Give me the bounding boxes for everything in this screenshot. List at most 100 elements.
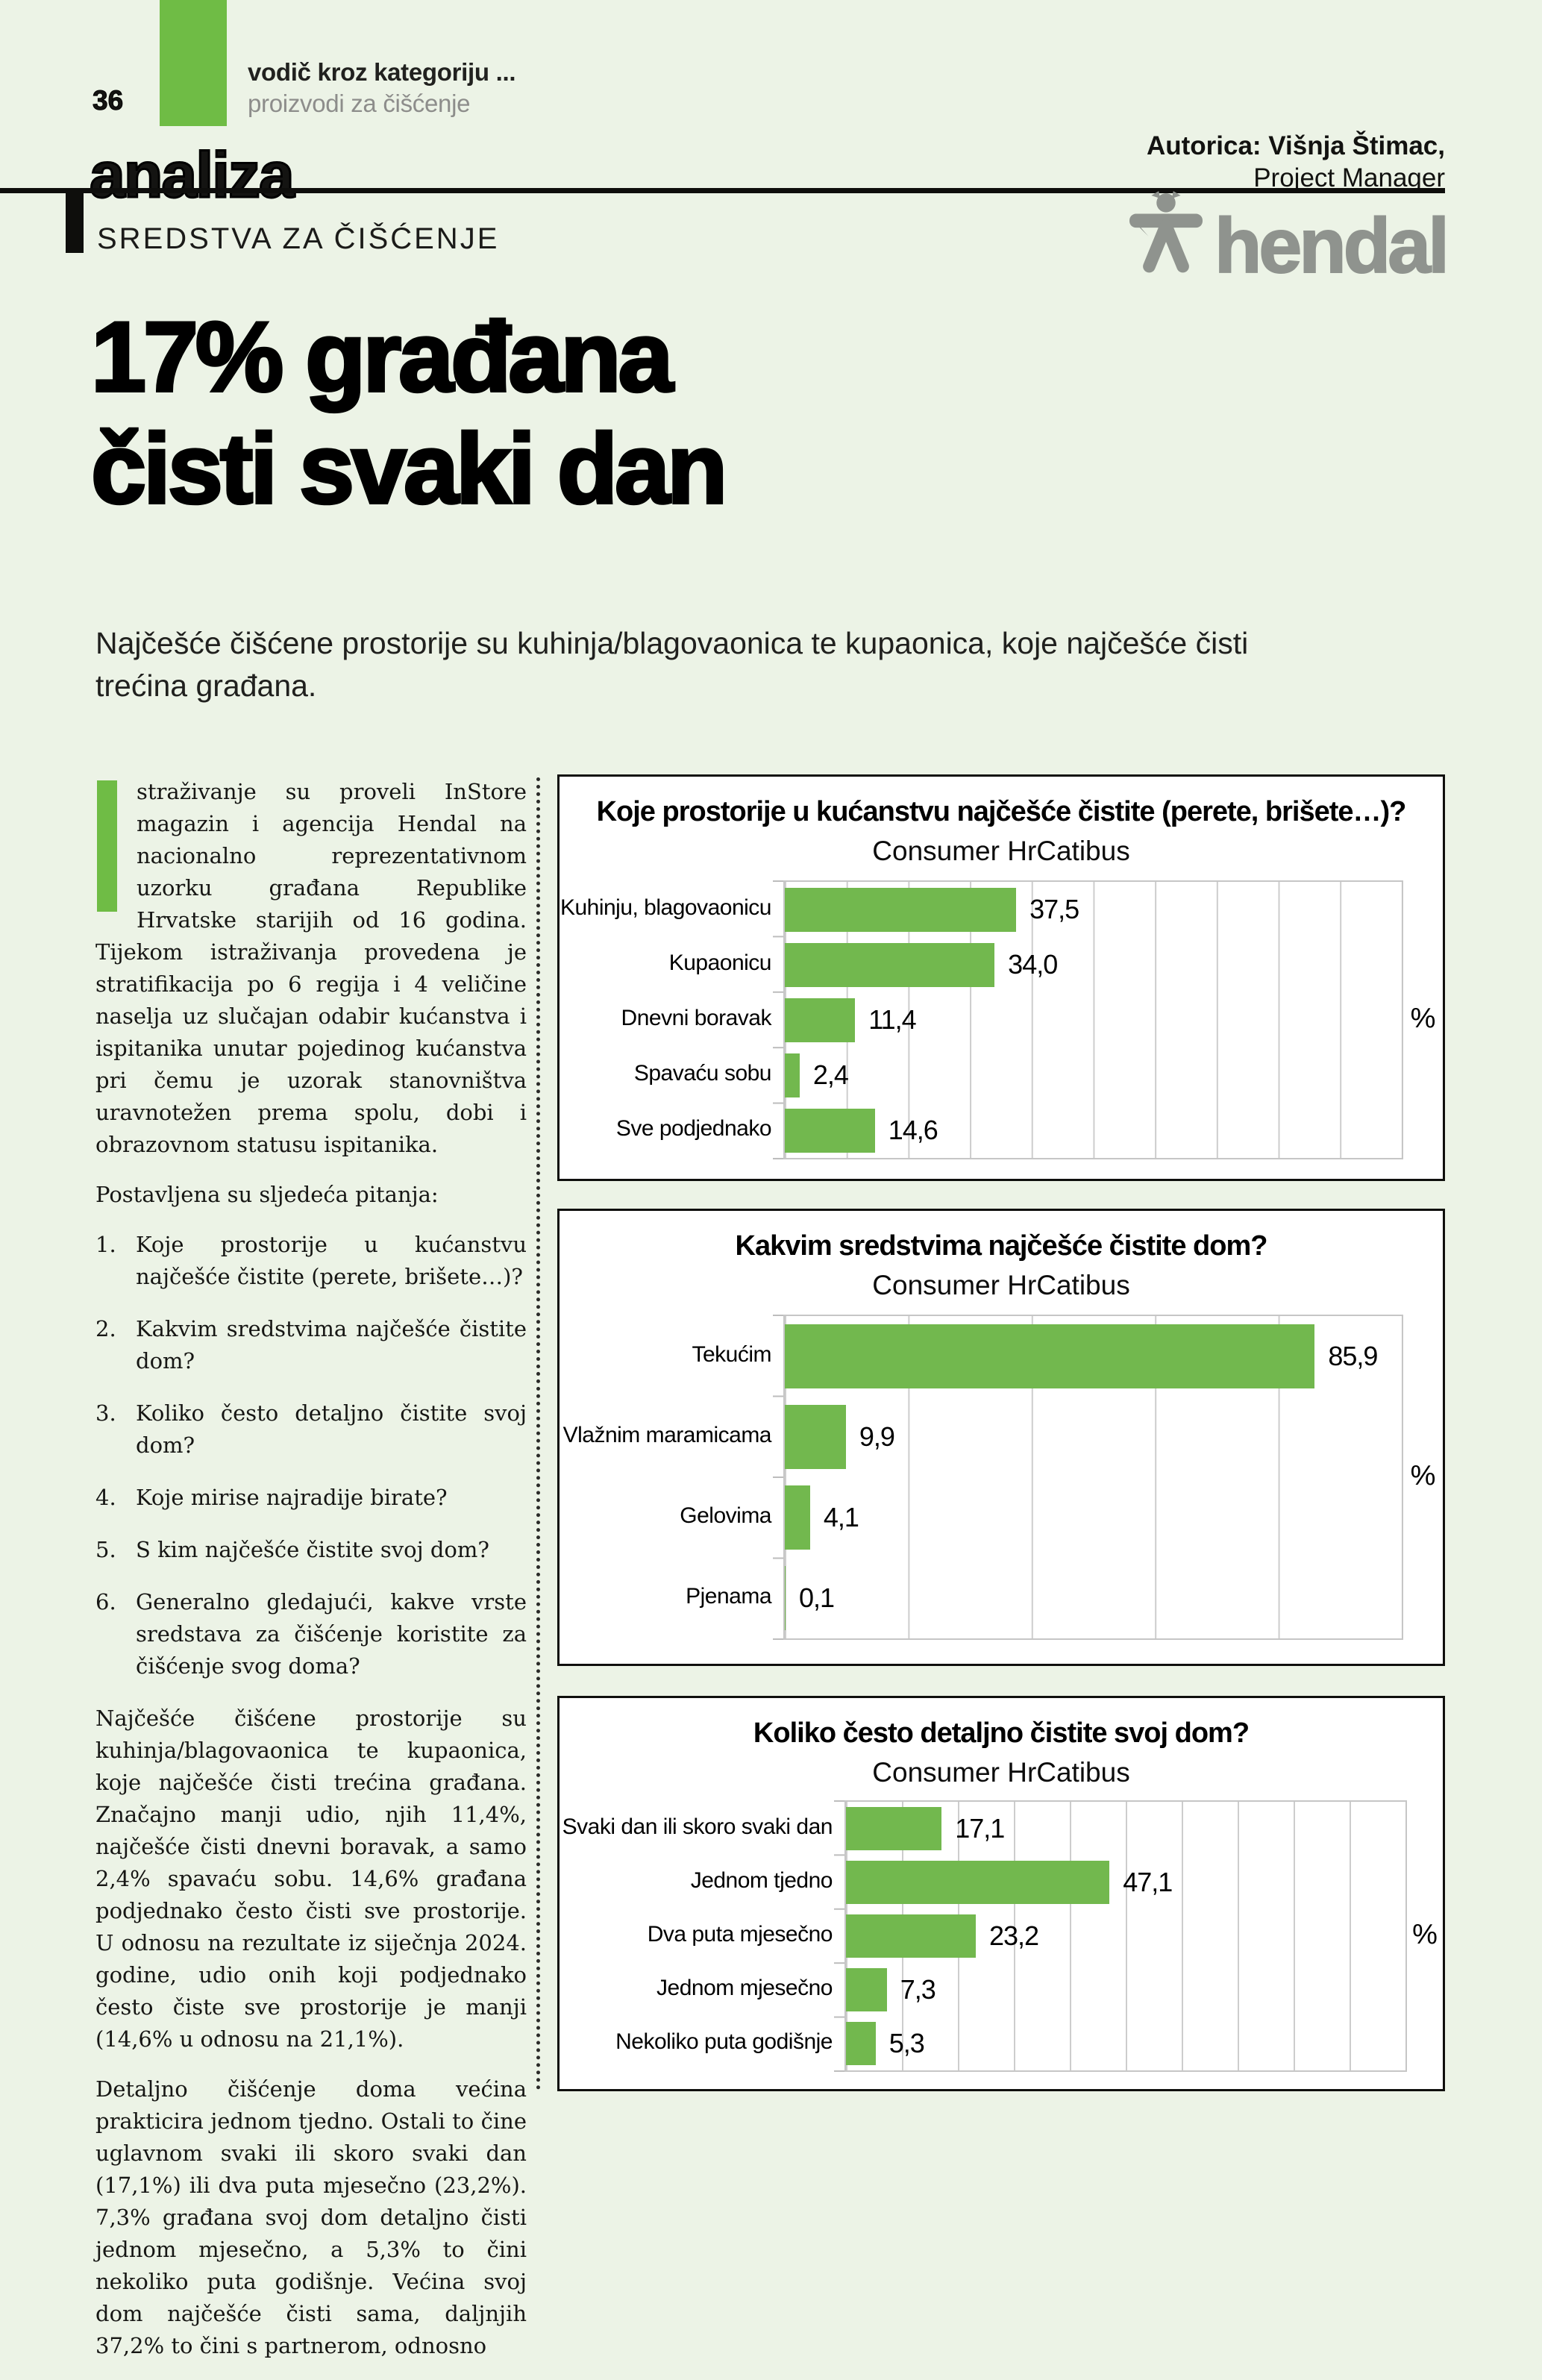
- bar-row: 4,1: [785, 1477, 1402, 1558]
- axis-unit-label: %: [1410, 1002, 1436, 1034]
- bar-row: 23,2: [846, 1909, 1405, 1963]
- questions-intro: Postavljena su sljedeća pitanja:: [95, 1182, 439, 1207]
- bar: [785, 1108, 875, 1153]
- headline-line-1: 17% građana: [90, 301, 675, 414]
- bar-row: 9,9: [785, 1397, 1402, 1477]
- axis-ticks: [773, 1315, 783, 1640]
- question-text: Koje mirise najradije birate?: [136, 1485, 448, 1510]
- question-text: Koliko često detaljno čistite svoj dom?: [136, 1400, 527, 1458]
- chart-title: Koliko često detaljno čistite svoj dom?: [753, 1717, 1250, 1749]
- author-name: Autorica: Višnja Štimac,: [1146, 131, 1445, 160]
- article-body: straživanje su proveli InStore magazin i…: [95, 776, 527, 2380]
- question-number: 2.: [95, 1316, 116, 1341]
- bar-category-label: Sve podjednako: [615, 1116, 772, 1141]
- category-kicker-bar: [66, 193, 84, 253]
- chart-box: Koliko često detaljno čistite svoj dom? C…: [557, 1696, 1445, 2091]
- bar: [785, 1485, 810, 1550]
- chart-plot: Svaki dan ili skoro svaki dan Jednom tjed…: [560, 1800, 1443, 2072]
- axis-unit-label: %: [1410, 1459, 1436, 1491]
- question-text: Koje prostorije u kućanstvu najčešće čis…: [136, 1232, 527, 1289]
- question-item: 2. Kakvim sredstvima najčešće čistite dom…: [95, 1313, 527, 1377]
- bar-category-label: Dva puta mjesečno: [647, 1922, 833, 1947]
- bar-category-label: Nekoliko puta godišnje: [615, 2029, 833, 2054]
- chart-box: Kakvim sredstvima najčešće čistite dom? C…: [557, 1209, 1445, 1666]
- question-item: 4. Koje mirise najradije birate?: [95, 1482, 527, 1514]
- bar-row: 2,4: [785, 1047, 1402, 1103]
- page-title: 17% građana čisti svaki dan: [90, 301, 729, 526]
- hendal-person-icon: [1129, 191, 1203, 273]
- question-number: 4.: [95, 1485, 116, 1510]
- bar-category-label: Spavaću sobu: [633, 1061, 772, 1086]
- axis-ticks: [834, 1800, 844, 2072]
- bar-category-label: Jednom tjedno: [690, 1868, 833, 1893]
- bar-value-label: 2,4: [812, 1059, 849, 1090]
- bar: [785, 1324, 1315, 1388]
- bar: [785, 998, 856, 1042]
- bar-value-label: 23,2: [989, 1920, 1039, 1951]
- bar-row: 34,0: [785, 937, 1402, 992]
- bar-category-label: Svaki dan ili skoro svaki dan: [562, 1814, 833, 1839]
- bar-row: 17,1: [846, 1802, 1405, 1856]
- bar-value-label: 14,6: [888, 1115, 938, 1145]
- question-text: Generalno gledajući, kakve vrste sredsta…: [136, 1589, 527, 1679]
- bar-row: 11,4: [785, 992, 1402, 1047]
- page-number: 36: [92, 85, 124, 116]
- dropcap-initial-bar: [97, 780, 117, 912]
- bar-value-label: 47,1: [1123, 1867, 1173, 1897]
- author-block: Autorica: Višnja Štimac, Project Manager: [1147, 130, 1445, 194]
- question-item: 1. Koje prostorije u kućanstvu najčešće č…: [95, 1229, 527, 1293]
- chart-bar-area: 85,9 9,9 4,1 0,1: [773, 1315, 1403, 1640]
- magazine-page: { "colors": { "page_background": "#ecf3e…: [0, 0, 1451, 2358]
- bar-value-label: 37,5: [1029, 894, 1079, 924]
- category-guide-kicker: vodič kroz kategoriju ... proizvodi za č…: [248, 57, 516, 119]
- kicker-line-2: proizvodi za čišćenje: [248, 90, 471, 117]
- bar: [785, 887, 1017, 932]
- header-rule: [0, 188, 1445, 193]
- chart-bar-area: 17,1 47,1 23,2 7,3 5,3: [834, 1800, 1407, 2072]
- bar: [785, 1053, 800, 1097]
- bar-row: 7,3: [846, 1963, 1405, 2017]
- bar-category-label: Tekućim: [692, 1342, 771, 1367]
- chart-plot: Kuhinju, blagovaonicu Kupaonicu Dnevni bor…: [560, 880, 1443, 1159]
- question-item: 5. S kim najčešće čistite svoj dom?: [95, 1534, 527, 1566]
- bar: [846, 2022, 876, 2065]
- kicker-line-1: vodič kroz kategoriju ...: [248, 58, 516, 86]
- axis-unit-label: %: [1412, 1918, 1438, 1950]
- article-paragraph-2: Najčešće čišćene prostorije su kuhinja/b…: [95, 1706, 527, 2052]
- bar-category-label: Dnevni boravak: [621, 1006, 772, 1030]
- bar-row: 0,1: [785, 1558, 1402, 1638]
- bar: [785, 942, 995, 987]
- category-kicker-label: SREDSTVA ZA ČIŠĆENJE: [97, 222, 500, 255]
- question-text: Kakvim sredstvima najčešće čistite dom?: [136, 1316, 527, 1374]
- chart-category-labels: Kuhinju, blagovaonicu Kupaonicu Dnevni bor…: [560, 880, 783, 1156]
- bar-value-label: 34,0: [1008, 949, 1058, 980]
- bar-category-label: Pjenama: [686, 1584, 771, 1609]
- questions-list: 1. Koje prostorije u kućanstvu najčešće č…: [95, 1229, 527, 1682]
- chart-category-labels: Svaki dan ili skoro svaki dan Jednom tjed…: [560, 1800, 844, 2069]
- chart-title: Kakvim sredstvima najčešće čistite dom?: [735, 1230, 1268, 1262]
- bar-category-label: Vlažnim maramicama: [562, 1423, 772, 1447]
- question-number: 5.: [95, 1537, 116, 1562]
- bar: [785, 1566, 786, 1630]
- article-paragraph-3: Detaljno čišćenje doma većina prakticira…: [95, 2076, 527, 2358]
- chart-subtitle: Consumer HrCatibus: [872, 1270, 1130, 1300]
- author-role: Project Manager: [1253, 163, 1445, 192]
- lede-paragraph: Najčešće čišćene prostorije su kuhinja/b…: [95, 626, 1249, 703]
- chart-subtitle: Consumer HrCatibus: [872, 1757, 1130, 1788]
- bar-value-label: 11,4: [868, 1004, 916, 1035]
- axis-ticks: [773, 880, 783, 1159]
- bar-value-label: 4,1: [823, 1502, 859, 1532]
- section-title: analiza: [89, 139, 296, 213]
- chart-plot: Tekućim Vlažnim maramicama Gelovima Pjenama…: [560, 1315, 1443, 1640]
- bar: [846, 1914, 976, 1958]
- bar-row: 5,3: [846, 2017, 1405, 2070]
- article-paragraph-1-text: straživanje su proveli InStore magazin i…: [95, 779, 527, 1157]
- headline-line-2: čisti svaki dan: [90, 413, 729, 526]
- bar-value-label: 0,1: [799, 1582, 835, 1613]
- bar-category-label: Kuhinju, blagovaonicu: [560, 895, 772, 920]
- chart-title: Koje prostorije u kućanstvu najčešće čis…: [596, 796, 1407, 827]
- header-accent-square: [160, 0, 227, 126]
- question-item: 3. Koliko često detaljno čistite svoj dom…: [95, 1397, 527, 1462]
- bar-value-label: 85,9: [1328, 1341, 1378, 1371]
- bar-value-label: 9,9: [859, 1421, 895, 1452]
